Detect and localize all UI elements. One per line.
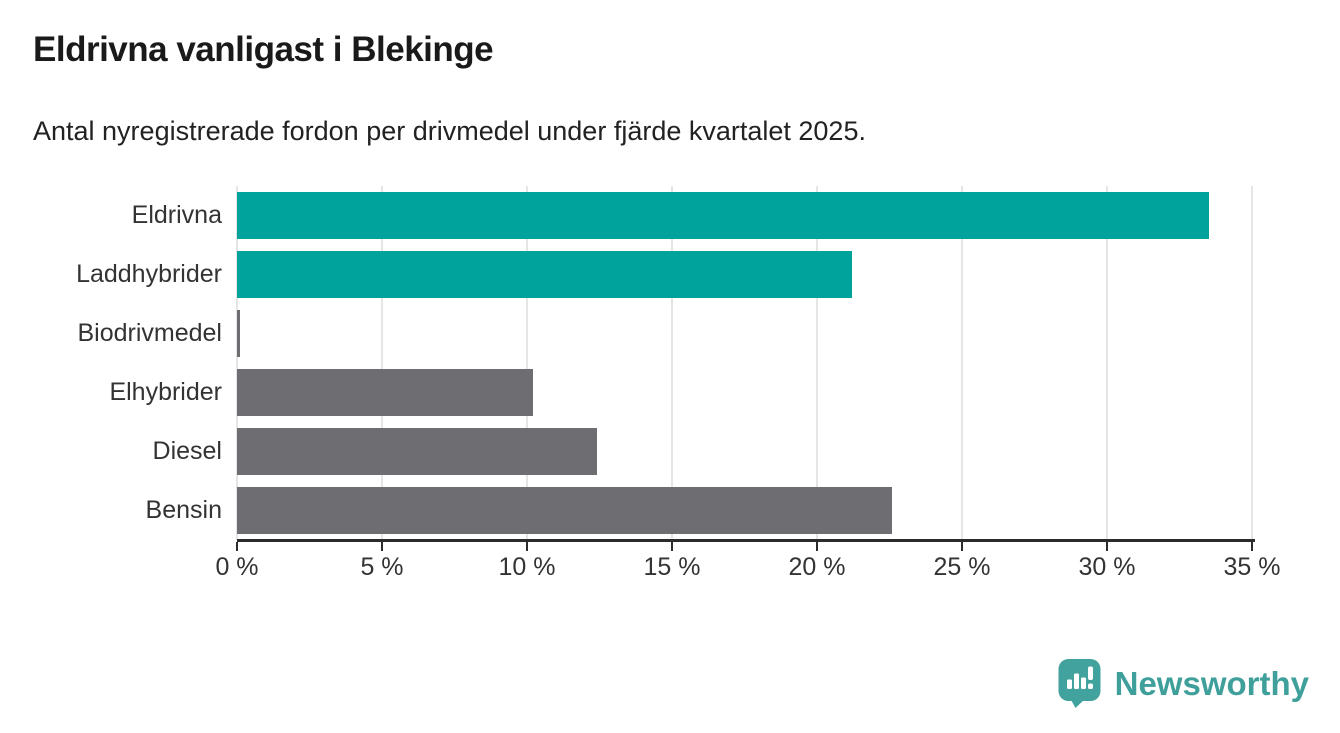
newsworthy-logo: Newsworthy xyxy=(1057,658,1309,709)
newsworthy-logo-icon xyxy=(1058,659,1101,708)
chart-title: Eldrivna vanligast i Blekinge xyxy=(33,30,494,69)
category-label-laddhybrider: Laddhybrider xyxy=(76,260,222,288)
x-tick-label-5: 5 % xyxy=(360,553,404,581)
bar-eldrivna xyxy=(237,192,1209,239)
x-tick-5 xyxy=(381,542,383,551)
x-tick-20 xyxy=(816,542,818,551)
category-label-bensin: Bensin xyxy=(145,496,222,524)
x-tick-label-25: 25 % xyxy=(933,553,991,581)
x-tick-35 xyxy=(1251,542,1253,551)
bar-biodrivmedel xyxy=(237,310,240,357)
x-tick-label-30: 30 % xyxy=(1078,553,1136,581)
gridline-0 xyxy=(236,186,238,540)
gridline-20 xyxy=(816,186,818,540)
x-tick-15 xyxy=(671,542,673,551)
x-tick-30 xyxy=(1106,542,1108,551)
gridline-10 xyxy=(526,186,528,540)
x-tick-label-20: 20 % xyxy=(788,553,846,581)
gridline-35 xyxy=(1251,186,1253,540)
gridline-30 xyxy=(1106,186,1108,540)
plot-area xyxy=(236,186,1254,540)
bar-diesel xyxy=(237,428,597,475)
gridline-5 xyxy=(381,186,383,540)
category-label-diesel: Diesel xyxy=(152,437,222,465)
category-label-elhybrider: Elhybrider xyxy=(109,378,222,406)
chart-subtitle: Antal nyregistrerade fordon per drivmede… xyxy=(33,116,866,146)
x-tick-10 xyxy=(526,542,528,551)
gridline-15 xyxy=(671,186,673,540)
x-tick-label-35: 35 % xyxy=(1223,553,1281,581)
x-axis-line xyxy=(237,539,1255,542)
x-tick-label-10: 10 % xyxy=(498,553,556,581)
category-label-eldrivna: Eldrivna xyxy=(131,201,222,229)
x-tick-label-15: 15 % xyxy=(643,553,701,581)
newsworthy-logo-text: Newsworthy xyxy=(1114,664,1309,702)
x-tick-label-0: 0 % xyxy=(215,553,259,581)
gridline-25 xyxy=(961,186,963,540)
bar-laddhybrider xyxy=(237,251,852,298)
bar-bensin xyxy=(237,487,893,534)
category-label-biodrivmedel: Biodrivmedel xyxy=(77,319,222,347)
bar-elhybrider xyxy=(237,369,533,416)
x-tick-25 xyxy=(961,542,963,551)
x-tick-0 xyxy=(236,542,238,551)
